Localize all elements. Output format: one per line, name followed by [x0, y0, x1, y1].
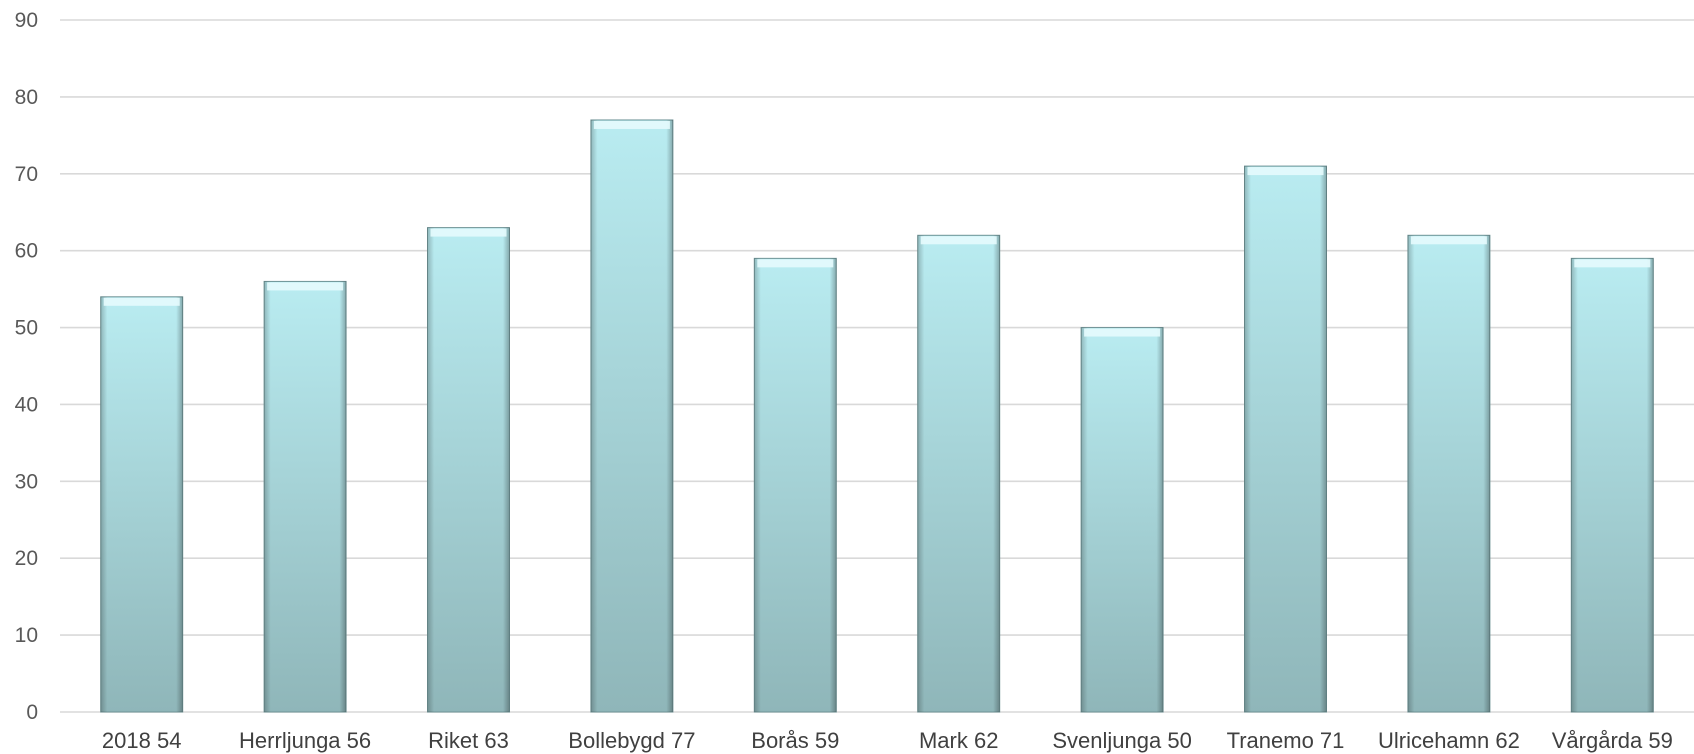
bar-top-highlight — [594, 121, 670, 129]
bar-top-highlight — [1084, 329, 1160, 337]
bar-4 — [754, 258, 836, 712]
y-tick-label: 20 — [15, 547, 38, 570]
bar-top-highlight — [431, 229, 507, 237]
bar-1 — [264, 281, 346, 712]
bar-bevel — [101, 297, 183, 712]
x-axis-category-labels: 2018 54 Herrljunga 56 Riket 63 Bollebygd 77… — [102, 728, 1673, 753]
y-axis-tick-labels: 0 10 20 30 40 50 60 70 80 90 — [15, 9, 38, 724]
bar-5 — [918, 235, 1000, 712]
x-category-label: Borås 59 — [751, 728, 839, 753]
x-category-label: Vårgårda 59 — [1552, 728, 1673, 753]
y-tick-label: 60 — [15, 240, 38, 263]
bar-bevel — [1245, 166, 1327, 712]
bar-bevel — [264, 281, 346, 712]
bar-top-highlight — [267, 282, 343, 290]
x-category-label: Bollebygd 77 — [568, 728, 695, 753]
bar-top-highlight — [1411, 236, 1487, 244]
x-category-label: Herrljunga 56 — [239, 728, 371, 753]
x-category-label: Riket 63 — [428, 728, 509, 753]
bar-bevel — [1081, 328, 1163, 712]
bar-bevel — [1408, 235, 1490, 712]
y-tick-label: 0 — [26, 701, 38, 724]
bar-bevel — [1571, 258, 1653, 712]
bar-2 — [428, 228, 510, 712]
bar-7 — [1245, 166, 1327, 712]
y-tick-label: 10 — [15, 624, 38, 647]
y-tick-label: 30 — [15, 470, 38, 493]
y-tick-label: 90 — [15, 9, 38, 32]
bar-top-highlight — [1248, 167, 1324, 175]
bar-bevel — [918, 235, 1000, 712]
bar-top-highlight — [104, 298, 180, 306]
bar-top-highlight — [757, 259, 833, 267]
bar-8 — [1408, 235, 1490, 712]
y-tick-label: 50 — [15, 317, 38, 340]
x-category-label: Mark 62 — [919, 728, 998, 753]
x-category-label: 2018 54 — [102, 728, 182, 753]
bar-6 — [1081, 328, 1163, 712]
x-category-label: Ulricehamn 62 — [1378, 728, 1520, 753]
bar-0 — [101, 297, 183, 712]
y-tick-label: 80 — [15, 86, 38, 109]
bar-top-highlight — [921, 236, 997, 244]
bar-bevel — [428, 228, 510, 712]
x-category-label: Svenljunga 50 — [1052, 728, 1191, 753]
bar-9 — [1571, 258, 1653, 712]
bar-3 — [591, 120, 673, 712]
x-category-label: Tranemo 71 — [1227, 728, 1345, 753]
y-tick-label: 40 — [15, 393, 38, 416]
bar-bevel — [754, 258, 836, 712]
bar-bevel — [591, 120, 673, 712]
bar-top-highlight — [1574, 259, 1650, 267]
bars — [101, 120, 1654, 712]
y-tick-label: 70 — [15, 163, 38, 186]
